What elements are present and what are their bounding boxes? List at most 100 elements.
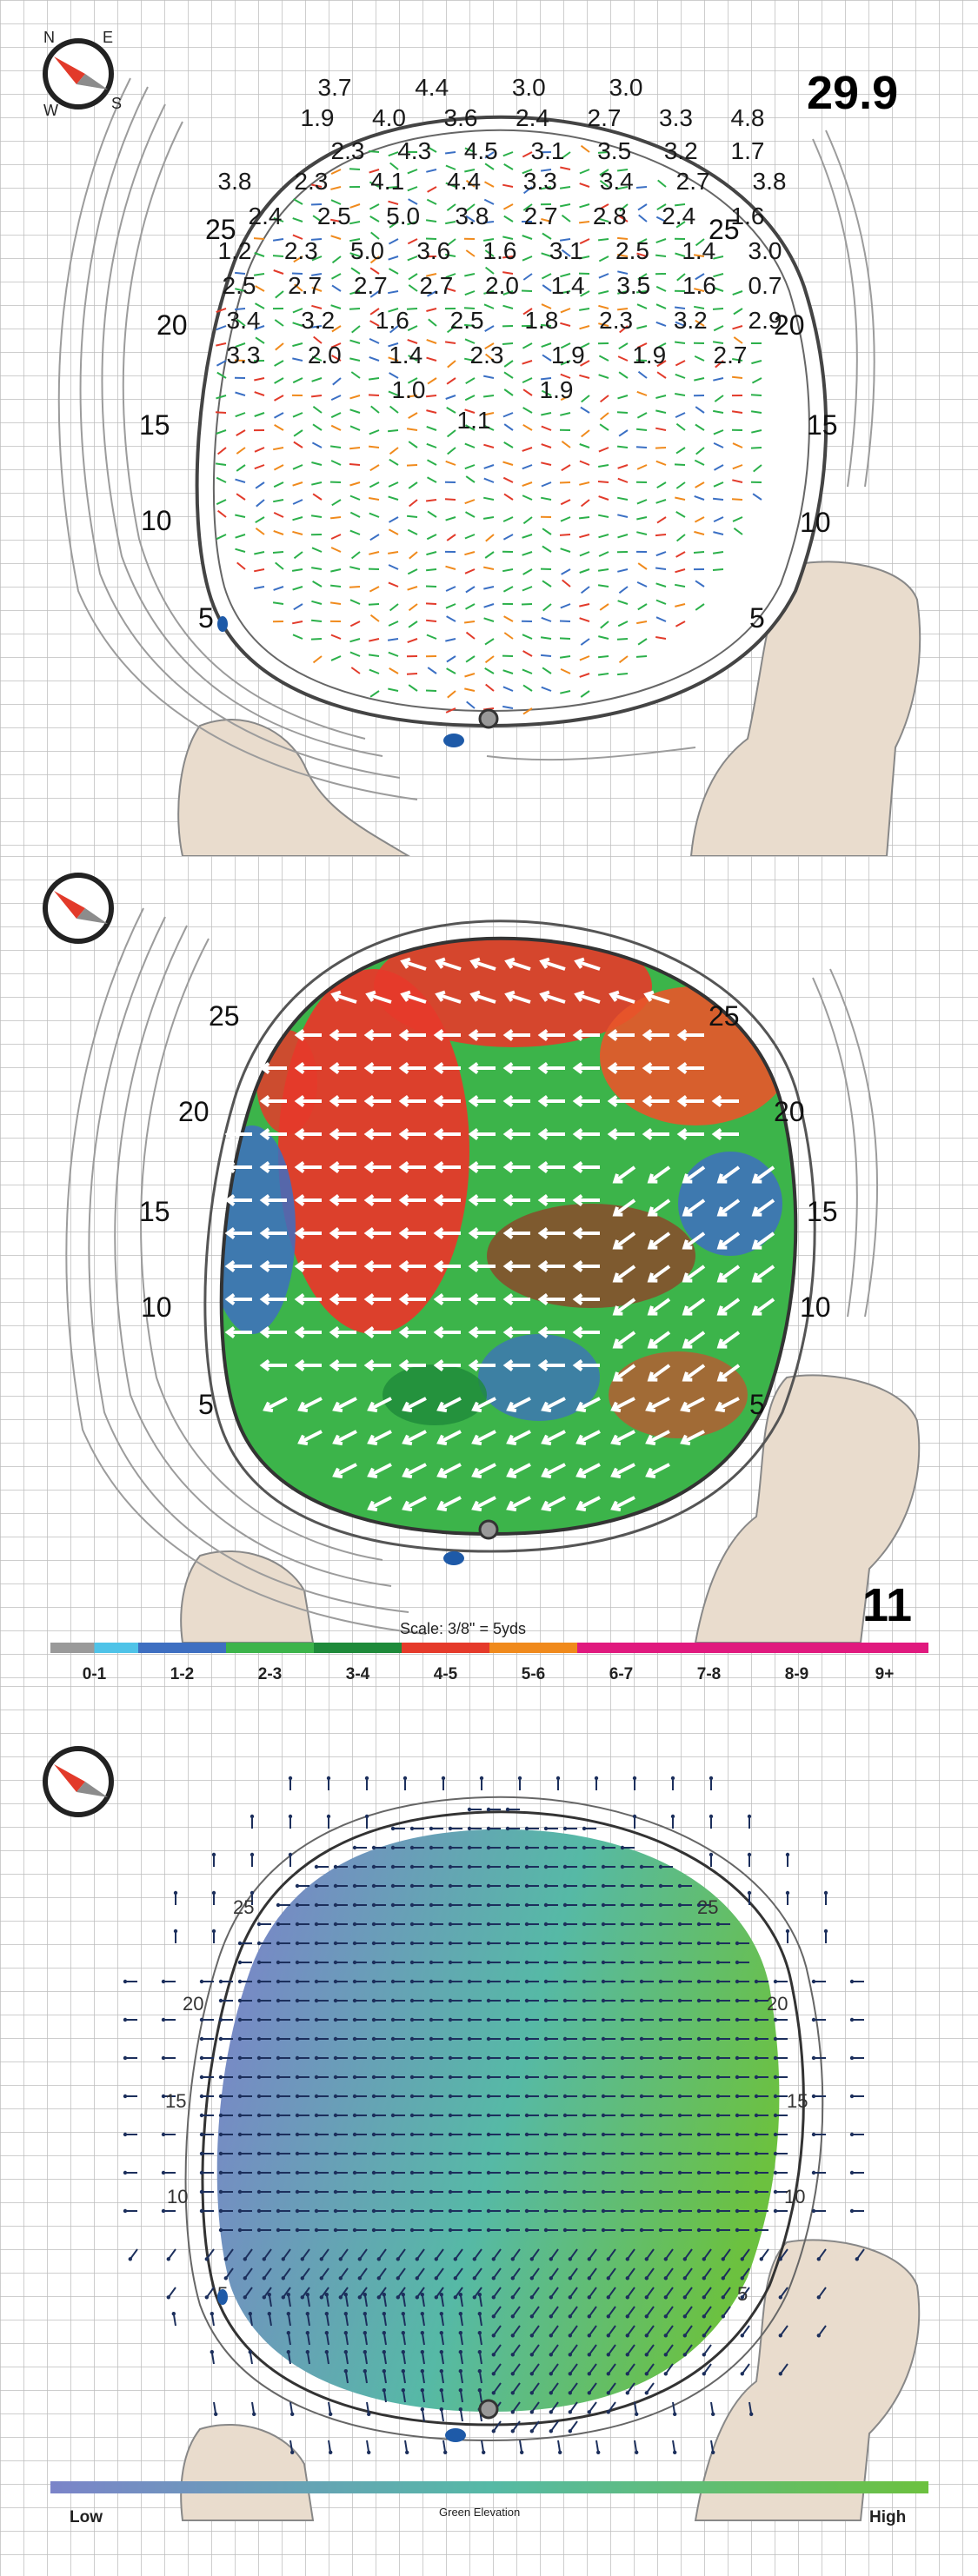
arrow-head [696,2094,702,2099]
arrow-head [352,2151,357,2156]
arrow-head [524,2094,529,2099]
arrow-head [276,2036,281,2042]
fall-arrow [320,2248,329,2260]
slope-arrow [292,499,303,505]
arrow-head [562,2113,568,2118]
fall-arrow [722,2287,731,2298]
bunker [177,718,410,856]
fall-arrow [287,2333,291,2346]
yardage-label-20-left: 20 [178,1096,210,1127]
fall-arrow [377,2287,387,2298]
arrow-head [677,2151,682,2156]
arrow-head [702,2314,706,2319]
arrow-head [677,2113,682,2118]
fall-arrow [569,2306,578,2317]
slope-arrow [616,169,629,172]
arrow-head [658,2151,663,2156]
arrow-head [612,1206,623,1217]
slope-arrow [465,215,476,222]
slope-arrow [636,581,648,588]
yardage-label-20-right: 20 [774,309,805,341]
slope-arrow [389,405,399,414]
slope-arrow [274,412,284,419]
slope-arrow [402,959,427,971]
arrow-head [467,2094,472,2099]
arrow-head [541,1500,552,1512]
fall-arrow [683,2344,693,2355]
arrow-head [252,2412,256,2416]
fall-arrow [817,2248,827,2260]
slope-arrow [389,162,399,170]
arrow-head [439,2331,443,2335]
fall-arrow [344,2294,349,2307]
arrow-head [620,2151,625,2156]
fall-arrow [588,2382,597,2393]
arrow-head [256,1922,262,1927]
slope-arrow [275,561,284,570]
arrow-head [352,2227,357,2233]
slope-arrow [235,412,246,418]
slope-arrow [425,585,437,588]
arrow-head [677,2036,682,2042]
arrow-head [644,2257,649,2261]
arrow-head [639,1941,644,1946]
arrow-head [582,2075,587,2080]
slope-arrow [388,651,399,657]
slope-arrow [464,673,476,678]
arrow-head [647,1371,658,1382]
slope-arrow [274,360,284,367]
fall-arrow [626,2382,635,2393]
slope-arrow [695,406,705,414]
arrow-head [371,1979,376,1984]
slope-arrow [502,412,514,418]
arrow-head [276,2075,281,2080]
arrow-head [596,2450,601,2454]
arrow-head [199,2189,204,2194]
slope-arrow [294,283,303,292]
slope-arrow [427,290,437,297]
slope-arrow [522,534,533,539]
arrow-head [402,1467,413,1479]
slope-arrow [522,447,533,452]
slope-arrow [388,581,399,588]
fall-arrow [626,2306,635,2317]
arrow-head [218,2151,223,2156]
slope-arrow [388,151,399,157]
slope-arrow [614,1198,636,1217]
arrow-head [754,2227,759,2233]
slope-arrow [445,164,456,170]
arrow-head [568,2391,572,2395]
slope-arrow [255,481,265,489]
slope-arrow [579,342,590,349]
fall-arrow [511,2325,521,2336]
fall-arrow [402,2294,406,2307]
arrow-head [458,2388,462,2393]
fall-arrow [569,2325,578,2336]
arrow-head [305,2331,309,2335]
slope-arrow [484,353,495,362]
slope-arrow [579,374,590,379]
slope-arrow [579,481,590,486]
arrow-head [677,2075,682,2080]
slope-arrow [464,551,476,556]
slope-value: 0.7 [748,272,782,299]
arrow-head [849,1979,855,1984]
arrow-head [562,1941,568,1946]
slope-arrow [446,429,456,438]
arrow-head [363,1161,375,1173]
slope-arrow [617,600,629,605]
fall-arrow [421,2390,425,2403]
slope-arrow [522,360,533,365]
arrow-head [517,1776,522,1781]
pin-marker [478,1519,499,1540]
arrow-head [524,1941,529,1946]
slope-arrow [332,993,357,1004]
fall-arrow [722,2248,731,2260]
fall-arrow [396,2287,406,2298]
fall-arrow [645,2344,655,2355]
arrow-head [677,1979,682,1984]
arrow-head [735,2189,740,2194]
slope-arrow [502,461,514,466]
arrow-head [639,1998,644,2003]
arrow-head [524,1902,529,1908]
